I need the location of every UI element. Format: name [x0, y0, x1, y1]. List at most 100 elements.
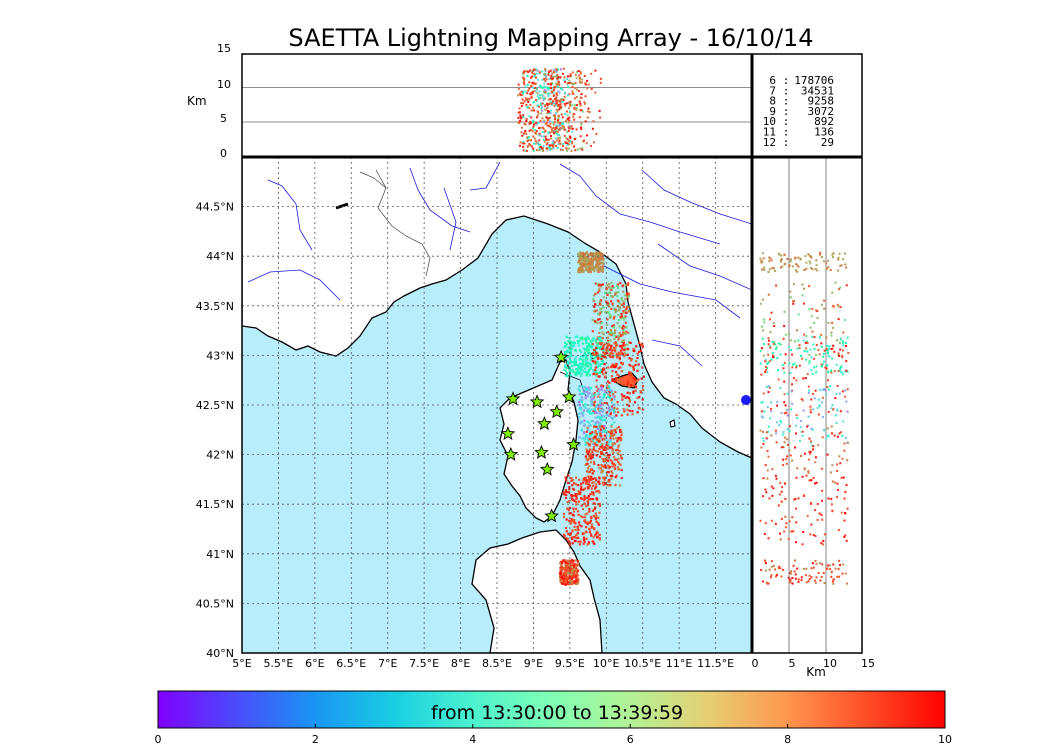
lightning-source-height: [519, 119, 522, 122]
lightning-source: [583, 424, 586, 427]
lightning-source-height: [569, 73, 572, 76]
lightning-source: [593, 435, 597, 438]
lightning-source-height: [543, 135, 546, 138]
lightning-source: [602, 346, 605, 349]
lightning-source: [596, 262, 599, 265]
lightning-source: [593, 393, 597, 396]
lightning-source: [576, 340, 579, 343]
lightning-source: [627, 310, 630, 313]
lightning-source-lat-height: [806, 342, 809, 344]
lightning-source-lat-height: [840, 365, 843, 368]
lightning-source-height: [557, 83, 559, 86]
lightning-source-height: [569, 75, 572, 78]
lightning-source: [589, 498, 593, 501]
lightning-source: [639, 391, 642, 394]
lightning-source: [607, 467, 610, 470]
lightning-source-lat-height: [793, 300, 795, 303]
lightning-source-lat-height: [797, 497, 800, 500]
lightning-source: [611, 462, 614, 465]
lightning-source: [577, 443, 580, 446]
lightning-source: [564, 561, 567, 564]
lightning-source-height: [567, 94, 569, 97]
lightning-source-height: [547, 138, 550, 141]
lightning-source: [606, 318, 609, 321]
lightning-source-height: [571, 90, 574, 93]
lightning-source-height: [579, 82, 582, 84]
lightning-source-height: [555, 70, 558, 73]
lightning-source: [569, 369, 572, 372]
lightning-source-height: [562, 99, 565, 101]
lightning-source: [617, 378, 620, 381]
lightning-source: [569, 374, 572, 377]
lightning-source: [599, 402, 602, 405]
lightning-source: [600, 471, 603, 474]
lightning-source: [573, 360, 576, 364]
lightning-source: [612, 451, 615, 455]
lightning-source: [581, 260, 585, 263]
lightning-source: [610, 331, 613, 334]
lightning-source-lat-height: [779, 567, 782, 570]
lightning-source: [609, 291, 612, 294]
lightning-source-lat-height: [817, 349, 820, 352]
lightning-source: [595, 360, 599, 363]
lightning-source-lat-height: [835, 422, 838, 425]
lightning-source-lat-height: [759, 519, 762, 522]
lightning-source-lat-height: [770, 519, 773, 522]
height-panel-ylabel: Km: [187, 94, 207, 108]
lightning-source: [586, 253, 589, 256]
lightning-source-lat-height: [845, 266, 848, 269]
lightning-source: [612, 393, 615, 396]
lightning-source: [583, 502, 586, 505]
lightning-source-lat-height: [819, 251, 822, 254]
lightning-source: [585, 448, 588, 451]
lightning-source-lat-height: [765, 368, 768, 371]
lightning-source: [576, 335, 579, 338]
lightning-source-lat-height: [838, 392, 841, 395]
lightning-source: [589, 262, 592, 265]
lightning-source-lat-height: [837, 318, 840, 321]
lightning-source: [570, 341, 573, 344]
lightning-source-lat-height: [821, 388, 824, 391]
lightning-source-lat-height: [821, 363, 824, 366]
lightning-source-height: [549, 87, 551, 90]
lightning-source-lat-height: [808, 574, 811, 577]
lightning-source: [583, 351, 587, 354]
lightning-source-lat-height: [800, 398, 803, 401]
lightning-source: [594, 303, 597, 306]
lightning-source: [604, 482, 607, 485]
lightning-source: [622, 300, 625, 303]
lightning-source: [618, 468, 621, 471]
lightning-source: [577, 521, 581, 524]
lightning-source: [611, 349, 614, 352]
lightning-source: [566, 371, 569, 375]
lightning-source: [591, 344, 594, 348]
lightning-source-lat-height: [798, 344, 801, 347]
lightning-source-height: [533, 90, 536, 93]
lightning-source: [585, 479, 589, 482]
lightning-source: [577, 529, 580, 532]
lightning-source-height: [567, 127, 570, 130]
lightning-source: [600, 326, 603, 329]
lightning-source-lat-height: [839, 286, 842, 289]
lightning-source: [623, 410, 626, 413]
lightning-source-lat-height: [780, 254, 783, 257]
lightning-source-height: [552, 146, 555, 149]
lightning-source-lat-height: [826, 453, 829, 456]
lightning-source-height: [547, 73, 550, 76]
lightning-source-height: [554, 137, 557, 140]
lightning-source: [586, 441, 589, 444]
lightning-source: [586, 395, 589, 398]
lightning-source-lat-height: [836, 303, 839, 306]
lightning-source: [601, 253, 605, 256]
lightning-source-height: [529, 120, 532, 123]
lightning-source-height: [565, 141, 568, 144]
lightning-source-lat-height: [832, 304, 834, 307]
lightning-source-height: [542, 120, 545, 123]
lightning-source: [578, 389, 582, 392]
lightning-source-height: [518, 107, 521, 110]
lightning-source-lat-height: [792, 302, 795, 305]
lightning-source: [621, 333, 624, 336]
lightning-source-lat-height: [770, 574, 773, 577]
lightning-source-lat-height: [765, 386, 768, 388]
lightning-source: [585, 357, 588, 360]
